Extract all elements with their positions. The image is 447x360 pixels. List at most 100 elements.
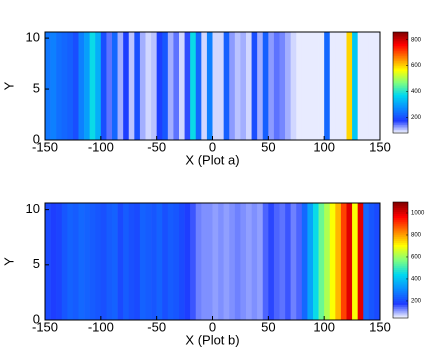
- colorbar-band: [393, 127, 408, 131]
- colorbar-tick-label: 800: [411, 233, 422, 239]
- heat-column: [72, 32, 79, 140]
- heat-column: [368, 32, 375, 140]
- heat-column: [318, 203, 325, 320]
- colorbar-band: [393, 310, 408, 313]
- heat-column: [195, 32, 202, 140]
- colorbar-band: [393, 67, 408, 70]
- heat-column: [324, 203, 331, 320]
- colorbar-band: [393, 302, 408, 305]
- heat-column: [346, 32, 353, 140]
- heat-column: [262, 203, 269, 320]
- colorbar-band: [393, 267, 408, 271]
- heat-column: [212, 32, 219, 140]
- colorbar-band: [393, 126, 408, 129]
- heat-column: [112, 32, 118, 140]
- colorbar-band: [393, 85, 408, 88]
- x-tick-label: -50: [147, 139, 166, 154]
- heat-column: [279, 32, 286, 140]
- colorbar-band: [393, 215, 408, 218]
- heat-column: [145, 203, 152, 320]
- colorbar-band: [393, 42, 408, 45]
- heat-column: [352, 203, 358, 320]
- colorbar-tick-label: 800: [411, 37, 422, 43]
- colorbar-band: [393, 84, 408, 87]
- colorbar-band: [393, 211, 408, 214]
- heat-column: [151, 32, 157, 140]
- colorbar-tick-label: 200: [411, 115, 422, 121]
- heat-column: [179, 203, 185, 320]
- heat-column: [78, 32, 85, 140]
- heat-column: [234, 203, 241, 320]
- colorbar-band: [393, 225, 408, 228]
- colorbar-band: [393, 205, 408, 209]
- heat-column: [251, 32, 258, 140]
- colorbar-band: [393, 261, 408, 265]
- heat-column: [128, 32, 135, 140]
- heat-column: [95, 203, 102, 320]
- colorbar-band: [393, 33, 408, 36]
- heat-column: [145, 32, 152, 140]
- colorbar-band: [393, 116, 408, 119]
- colorbar-band: [393, 202, 408, 205]
- colorbar-frame: [392, 31, 409, 134]
- colorbar-band: [393, 250, 408, 253]
- heat-column: [346, 203, 353, 320]
- colorbar-band: [393, 283, 408, 286]
- colorbar-tick-label: 600: [411, 63, 422, 69]
- x-tick-label: 100: [313, 319, 335, 334]
- colorbar-tick-label: 400: [411, 89, 422, 95]
- colorbar-band: [393, 55, 408, 58]
- heat-column: [273, 203, 280, 320]
- heat-column: [340, 32, 347, 140]
- x-tick-label: -150: [32, 319, 58, 334]
- colorbar-band: [393, 58, 408, 62]
- colorbar-band: [393, 48, 408, 51]
- y-tick-label: 5: [33, 256, 40, 271]
- colorbar-band: [393, 119, 408, 122]
- x-tick-label: -100: [88, 319, 114, 334]
- heat-column: [229, 32, 236, 140]
- heat-column: [318, 32, 325, 140]
- colorbar-band: [393, 263, 408, 267]
- colorbar-band: [393, 117, 408, 120]
- colorbar-band: [393, 290, 408, 294]
- heat-column: [167, 203, 174, 320]
- heat-column: [89, 203, 96, 320]
- colorbar-band: [393, 94, 408, 97]
- heat-column: [313, 32, 319, 140]
- colorbar-band: [393, 300, 408, 303]
- colorbar-band: [393, 289, 408, 292]
- x-axis-label: X (Plot a): [185, 152, 239, 167]
- colorbar-band: [393, 308, 408, 311]
- y-tick-label: 0: [33, 311, 40, 326]
- heat-column: [195, 203, 202, 320]
- heat-column: [206, 32, 213, 140]
- heat-column: [123, 32, 130, 140]
- colorbar-tick-label: 400: [411, 277, 422, 283]
- heat-column: [184, 32, 191, 140]
- colorbar-band: [393, 80, 408, 83]
- heat-column: [61, 32, 68, 140]
- heat-column: [246, 203, 252, 320]
- heat-column: [218, 203, 224, 320]
- colorbar-band: [393, 60, 408, 63]
- heat-column: [134, 32, 141, 140]
- colorbar-band: [393, 121, 408, 124]
- heat-column: [268, 203, 275, 320]
- colorbar-band: [393, 275, 408, 278]
- heat-column: [313, 203, 319, 320]
- heat-column: [67, 203, 74, 320]
- x-tick-label: -50: [147, 319, 166, 334]
- heat-column: [257, 203, 264, 320]
- colorbar-band: [393, 294, 408, 298]
- x-axis-label: X (Plot b): [185, 332, 239, 347]
- colorbar-band: [393, 122, 408, 125]
- colorbar-band: [393, 35, 408, 38]
- colorbar-band: [393, 238, 408, 242]
- colorbar-band: [393, 312, 408, 315]
- heat-column: [134, 203, 141, 320]
- colorbar-band: [393, 219, 408, 222]
- heat-column: [167, 32, 174, 140]
- heat-column: [335, 32, 342, 140]
- heat-column: [100, 203, 107, 320]
